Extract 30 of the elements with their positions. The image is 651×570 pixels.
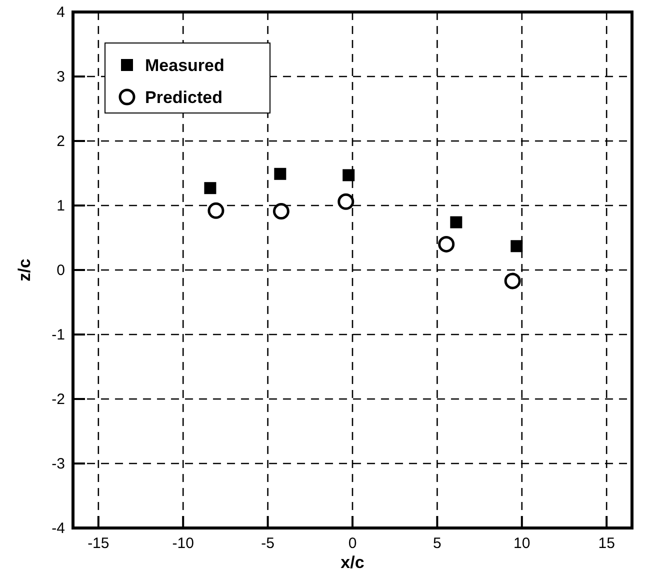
y-tick-label: 0: [56, 262, 65, 279]
point: [338, 193, 354, 210]
y-tick-label: -1: [52, 326, 65, 344]
y-tick-label: -3: [52, 456, 65, 472]
point: [272, 203, 290, 220]
x-tick-label: -15: [88, 535, 110, 552]
point: [504, 272, 521, 290]
point: [510, 240, 523, 252]
y-axis-title: z/c: [15, 258, 34, 282]
x-tick-label: 15: [598, 535, 615, 552]
x-tick-label: 5: [433, 535, 442, 552]
point: [450, 216, 462, 228]
x-tick-label: 0: [348, 535, 357, 552]
y-tick-label: 3: [56, 68, 65, 86]
x-tick-label: -10: [172, 535, 194, 552]
point: [208, 202, 224, 219]
y-tick-label: -2: [52, 391, 65, 408]
x-tick-label: 10: [514, 535, 530, 552]
y-tick-label: 2: [56, 133, 65, 150]
point: [438, 236, 455, 252]
legend-label: Measured: [145, 56, 224, 75]
point: [204, 182, 216, 194]
point: [274, 168, 286, 180]
legend-label: Predicted: [145, 88, 222, 107]
y-tick-label: -4: [52, 520, 65, 537]
point: [342, 169, 355, 182]
x-axis-title: x/c: [340, 553, 364, 570]
y-tick-label: 1: [56, 198, 65, 214]
y-tick-label: 4: [56, 4, 65, 21]
x-tick-label: -5: [261, 535, 274, 552]
